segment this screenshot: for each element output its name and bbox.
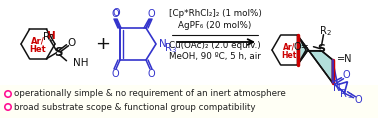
- Text: O: O: [355, 95, 362, 105]
- Text: S: S: [54, 46, 63, 59]
- Text: H: H: [47, 31, 56, 41]
- Text: MeOH, 90 ºC, 5 h, air: MeOH, 90 ºC, 5 h, air: [169, 51, 261, 61]
- Text: 3: 3: [347, 93, 352, 99]
- Text: 2: 2: [326, 30, 331, 36]
- Circle shape: [5, 91, 11, 97]
- Text: Cu(OAc)₂ (2.0 equiv.): Cu(OAc)₂ (2.0 equiv.): [169, 42, 261, 51]
- Text: NH: NH: [73, 58, 89, 68]
- Bar: [0, 85, 378, 118]
- Text: R: R: [320, 26, 327, 36]
- Text: +: +: [96, 35, 110, 53]
- Text: N: N: [333, 83, 340, 93]
- Text: R: R: [340, 89, 347, 99]
- Polygon shape: [297, 35, 333, 83]
- Text: O=: O=: [294, 42, 310, 52]
- Text: Het: Het: [281, 51, 297, 59]
- Text: N: N: [159, 39, 167, 49]
- Text: 2: 2: [48, 34, 53, 43]
- Text: 3: 3: [171, 47, 175, 53]
- Text: O: O: [112, 8, 120, 18]
- Text: Ar/: Ar/: [31, 36, 45, 46]
- Text: broad substrate scope & functional group compatibility: broad substrate scope & functional group…: [14, 103, 256, 112]
- Text: S: S: [318, 44, 325, 54]
- Circle shape: [5, 104, 11, 110]
- Text: =N: =N: [336, 54, 352, 64]
- Text: operationally simple & no requirement of an inert atmosphere: operationally simple & no requirement of…: [14, 89, 286, 99]
- Text: O: O: [147, 9, 155, 19]
- Text: O: O: [111, 69, 119, 79]
- Text: O: O: [111, 9, 119, 19]
- Text: O: O: [147, 69, 155, 79]
- Text: Het: Het: [29, 44, 46, 53]
- Text: AgPF₆ (20 mol%): AgPF₆ (20 mol%): [178, 21, 252, 30]
- Text: R: R: [43, 32, 50, 42]
- Bar: [0, 0, 378, 85]
- Text: [Cp*RhCl₂]₂ (1 mol%): [Cp*RhCl₂]₂ (1 mol%): [169, 10, 262, 19]
- Text: Ar/: Ar/: [283, 42, 295, 51]
- Polygon shape: [120, 28, 156, 60]
- Text: O: O: [343, 70, 350, 80]
- Polygon shape: [333, 60, 347, 93]
- Text: R: R: [165, 43, 172, 53]
- Text: O: O: [67, 38, 76, 48]
